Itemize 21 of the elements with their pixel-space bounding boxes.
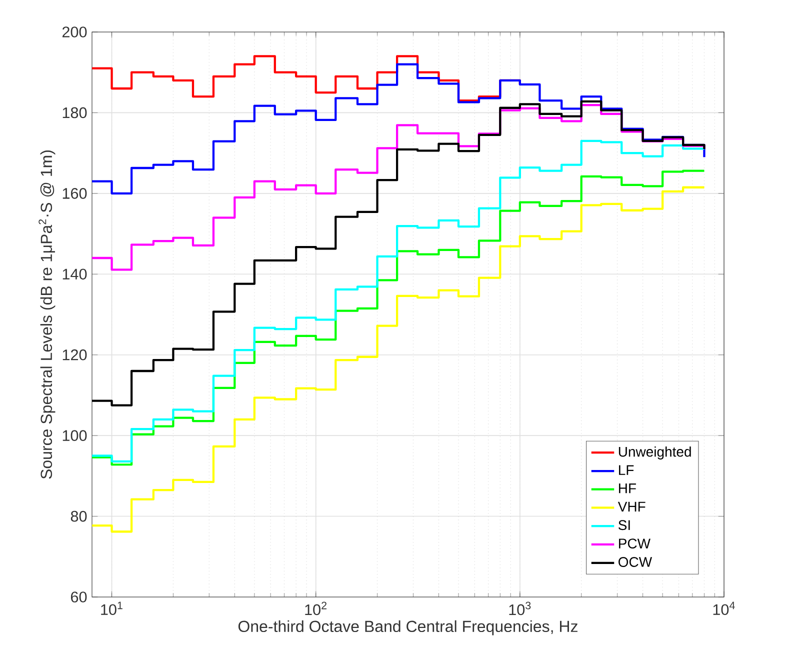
x-tick-label: 10$^{2}$	[305, 602, 327, 616]
y-tick-label: 180	[62, 107, 87, 118]
x-tick-label: 10$^{4}$	[713, 602, 735, 616]
x-tick-label: 10$^{1}$	[101, 602, 122, 616]
legend-label: SI	[618, 520, 630, 530]
legend-label: Unweighted	[618, 446, 691, 460]
x-axis-title: One-third Octave Band Central Frequencies, Hz	[238, 620, 578, 636]
y-tick-label: 80	[70, 510, 87, 522]
legend-label: HF	[619, 484, 636, 494]
legend-label: VHF	[618, 502, 646, 512]
y-tick-label: 160	[62, 188, 87, 199]
y-tick-label: 140	[62, 268, 87, 280]
x-tick-label: 10$^{3}$	[509, 602, 531, 616]
y-tick-label: 120	[62, 349, 87, 360]
y-tick-label: 60	[71, 592, 87, 602]
y-tick-label: 200	[62, 26, 87, 38]
legend-label: LF	[619, 465, 634, 475]
legend-label: PCW	[619, 538, 650, 549]
legend-label: OCW	[618, 557, 652, 567]
y-axis-title: Source Spectral Levels (dB re 1μPa$^{2}$·S @ 1m)	[38, 150, 56, 479]
y-tick-label: 100	[62, 430, 87, 441]
